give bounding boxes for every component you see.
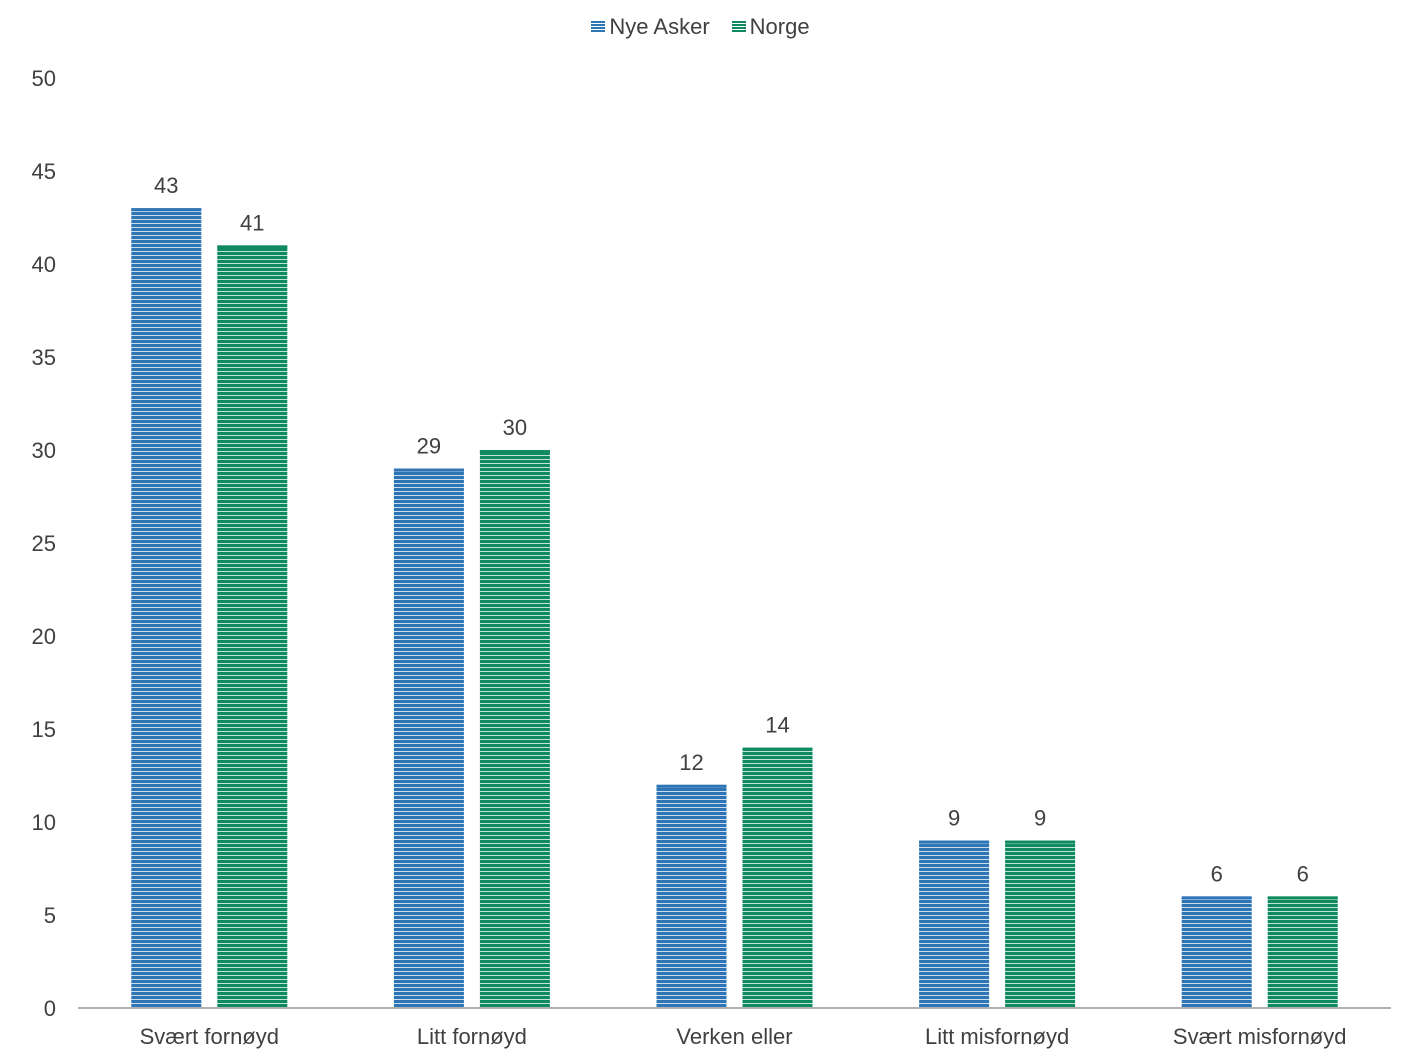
bar-nye-asker [919,840,990,1008]
legend-swatch-norge [731,21,746,33]
data-label: 9 [1034,806,1046,831]
legend-swatch-nye-asker [591,21,606,33]
data-label: 29 [417,434,441,459]
bar-top-edge [393,468,464,472]
y-tick-label: 25 [32,531,56,556]
x-tick-label: Svært fornøyd [140,1024,279,1049]
bar-nye-asker [131,208,202,1008]
bar-top-edge [656,784,727,788]
bar-nye-asker [1181,896,1252,1008]
data-label: 12 [679,750,703,775]
legend-item-norge: Norge [731,14,810,40]
y-tick-label: 20 [32,624,56,649]
bar-norge [1267,896,1338,1008]
legend-label-norge: Norge [749,14,810,39]
data-label: 43 [154,173,178,198]
x-tick-label: Verken eller [676,1024,792,1049]
bar-top-edge [1267,896,1338,900]
x-tick-label: Svært misfornøyd [1173,1024,1347,1049]
y-tick-label: 10 [32,810,56,835]
bar-norge [1005,840,1076,1008]
bar-top-edge [217,245,288,249]
data-label: 6 [1211,861,1223,886]
bar-top-edge [1181,896,1252,900]
bar-nye-asker [393,468,464,1009]
bar-top-edge [919,840,990,844]
bar-top-edge [479,450,550,453]
bar-top-edge [1005,840,1076,844]
legend: Nye Asker Norge [0,14,1401,40]
x-tick-label: Litt misfornøyd [925,1024,1069,1049]
y-tick-label: 35 [32,345,56,370]
data-label: 30 [503,415,527,440]
x-tick-label: Litt fornøyd [417,1024,527,1049]
data-label: 41 [240,210,264,235]
bar-top-edge [742,747,813,751]
data-label: 6 [1297,861,1309,886]
bar-nye-asker [656,784,727,1008]
bar-top-edge [131,208,202,212]
y-tick-label: 45 [32,159,56,184]
y-tick-label: 40 [32,252,56,277]
y-tick-label: 30 [32,438,56,463]
bar-norge [742,747,813,1008]
bar-norge [217,245,288,1008]
y-tick-label: 50 [32,66,56,91]
legend-item-nye-asker: Nye Asker [591,14,710,40]
legend-label-nye-asker: Nye Asker [609,14,710,39]
y-tick-label: 15 [32,717,56,742]
data-label: 9 [948,806,960,831]
y-tick-label: 0 [44,996,56,1021]
bar-norge [479,450,550,1008]
data-label: 14 [765,713,789,738]
y-tick-label: 5 [44,903,56,928]
